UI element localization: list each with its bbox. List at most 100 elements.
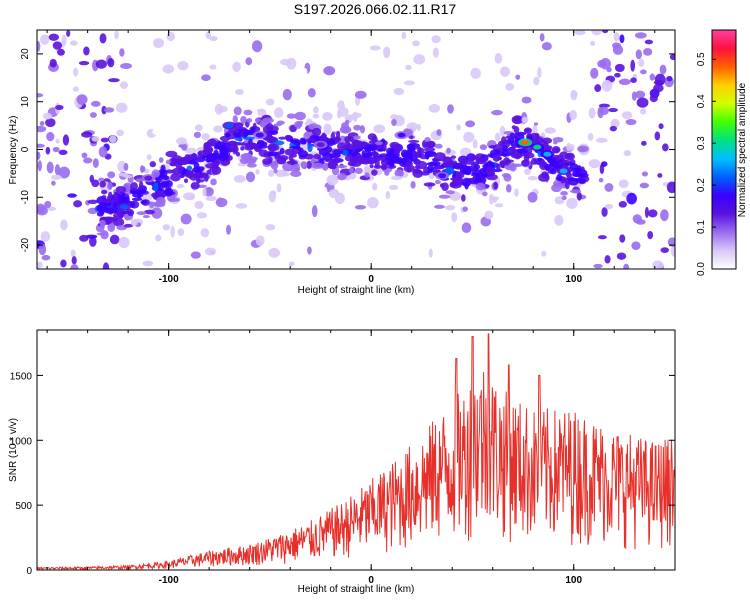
colorbar-tick-label: 0.2 bbox=[696, 178, 707, 192]
spectrogram-cell bbox=[168, 197, 180, 202]
spectrogram-xtick-label: -100 bbox=[159, 274, 179, 285]
spectrogram-cell bbox=[255, 168, 260, 175]
spectrogram-cell bbox=[554, 214, 564, 226]
spectrogram-cell bbox=[50, 174, 63, 180]
spectrogram-cell bbox=[553, 140, 558, 145]
spectrogram-cell bbox=[488, 193, 495, 205]
spectrogram-cell bbox=[298, 150, 309, 158]
spectrogram-cell bbox=[284, 134, 292, 140]
spectrogram-cell bbox=[166, 31, 175, 42]
spectrogram-cell bbox=[246, 118, 253, 123]
spectrogram-cell bbox=[390, 175, 403, 180]
spectrogram-cell bbox=[593, 263, 603, 269]
spectrogram-cell bbox=[618, 179, 629, 189]
spectrogram-cell bbox=[142, 215, 151, 219]
spectrogram-cell bbox=[37, 261, 43, 269]
spectrogram-ytick-label: -20 bbox=[20, 237, 31, 252]
spectrogram-cell bbox=[644, 39, 654, 45]
spectrogram-cell bbox=[599, 106, 609, 116]
spectrogram-cell bbox=[294, 111, 306, 121]
spectrogram-cell bbox=[289, 167, 301, 172]
spectrogram-cell bbox=[116, 129, 124, 137]
spectrogram-cell bbox=[334, 192, 346, 205]
spectrogram-cell bbox=[337, 107, 349, 117]
spectrogram-cell bbox=[137, 193, 142, 199]
spectrogram-cell bbox=[52, 146, 60, 153]
spectrogram-cell bbox=[130, 218, 138, 227]
spectrogram-cell bbox=[625, 118, 637, 126]
spectrogram-cell bbox=[457, 171, 465, 179]
spectrogram-cell bbox=[172, 167, 182, 176]
spectrogram-cell bbox=[450, 155, 457, 159]
spectrogram-cell bbox=[499, 160, 506, 168]
spectrogram-cell bbox=[383, 46, 391, 59]
spectrogram-cell bbox=[351, 112, 362, 118]
spectrogram-cell bbox=[267, 151, 279, 157]
spectrogram-cell bbox=[123, 174, 133, 178]
spectrogram-cell bbox=[618, 78, 631, 86]
spectrogram-cell bbox=[619, 234, 626, 243]
spectrogram-cell bbox=[601, 207, 608, 217]
spectrogram-cell bbox=[72, 86, 79, 92]
spectrogram-cell bbox=[595, 137, 608, 143]
spectrogram-cell bbox=[444, 162, 453, 169]
spectrogram-cell bbox=[618, 201, 627, 208]
spectrogram-cell bbox=[323, 65, 336, 76]
spectrogram-cell bbox=[590, 67, 599, 79]
spectrogram-cell bbox=[215, 142, 222, 149]
spectrogram-cell bbox=[570, 90, 578, 97]
spectrogram-cell bbox=[400, 149, 409, 158]
spectrogram-cell bbox=[42, 112, 53, 120]
spectrogram-cell bbox=[660, 209, 669, 222]
spectrogram-cell bbox=[255, 147, 261, 151]
spectrogram-cell bbox=[152, 128, 159, 135]
spectrogram-cell bbox=[560, 191, 568, 196]
spectrogram-cell bbox=[559, 168, 568, 174]
spectrogram-cell bbox=[55, 104, 64, 111]
spectrogram-cell bbox=[640, 108, 647, 115]
spectrogram-cell bbox=[470, 67, 481, 79]
spectrogram-cell bbox=[81, 131, 93, 138]
spectrogram-cell bbox=[311, 205, 318, 218]
spectrogram-cell bbox=[569, 144, 575, 151]
spectrogram-cell bbox=[533, 144, 542, 150]
spectrogram-cell bbox=[176, 158, 187, 165]
spectrogram-cell bbox=[54, 164, 61, 176]
spectrogram-cell bbox=[403, 80, 416, 86]
spectrogram-cell bbox=[343, 96, 349, 107]
spectrogram-cell bbox=[186, 165, 193, 171]
snr-ytick-label: 500 bbox=[15, 501, 32, 512]
spectrogram-cell bbox=[369, 163, 374, 169]
spectrogram-cell bbox=[634, 32, 647, 39]
spectrogram-cell bbox=[100, 211, 105, 215]
spectrogram-cell bbox=[493, 181, 498, 190]
spectrogram-cell bbox=[461, 194, 466, 202]
spectrogram-cell bbox=[438, 173, 447, 179]
spectrogram-cell bbox=[412, 169, 424, 178]
spectrogram-cell bbox=[170, 225, 175, 238]
spectrogram-cell bbox=[60, 259, 67, 268]
spectrogram-cell bbox=[527, 175, 538, 181]
spectrogram-cell bbox=[79, 234, 89, 242]
spectrogram-cell bbox=[337, 142, 347, 151]
spectrogram-cell bbox=[587, 133, 594, 141]
spectrogram-cell bbox=[391, 118, 397, 127]
spectrogram-cell bbox=[221, 149, 227, 156]
spectrogram-cell bbox=[268, 169, 275, 177]
spectrogram-cell bbox=[649, 73, 656, 81]
spectrogram-cell bbox=[268, 156, 273, 162]
spectrogram-cell bbox=[62, 134, 70, 146]
spectrogram-cell bbox=[505, 83, 515, 91]
spectrogram-cell bbox=[146, 154, 152, 160]
spectrogram-cell bbox=[250, 142, 257, 149]
spectrogram-cell bbox=[516, 148, 529, 154]
spectrogram-cell bbox=[488, 145, 497, 149]
spectrogram-cell bbox=[415, 160, 428, 170]
spectrogram-cell bbox=[55, 138, 60, 144]
spectrogram-cell bbox=[644, 206, 649, 218]
spectrogram-cell bbox=[352, 140, 365, 149]
spectrogram-cell bbox=[206, 138, 218, 147]
spectrogram-cell bbox=[447, 104, 454, 114]
spectrogram-cell bbox=[623, 150, 632, 157]
